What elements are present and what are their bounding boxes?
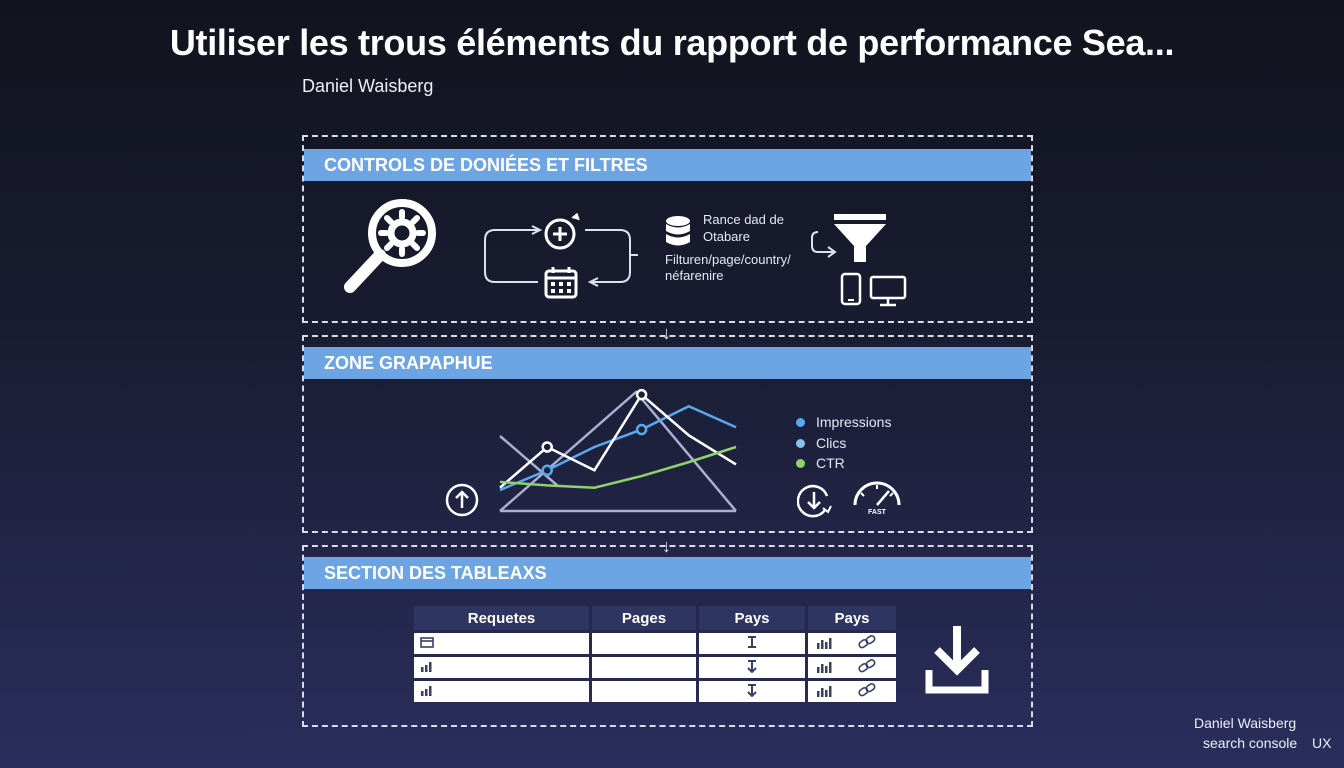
data-point-clics bbox=[541, 441, 553, 453]
data-point-clics bbox=[635, 388, 648, 401]
row-actions bbox=[808, 657, 896, 678]
table-cell bbox=[592, 681, 696, 702]
row-actions bbox=[808, 633, 896, 654]
legend-label-ctr: CTR bbox=[816, 455, 845, 471]
legend-impressions: Impressions bbox=[796, 414, 891, 430]
tables-section: SECTION DES TABLEAXS bbox=[302, 545, 1033, 727]
footer-product: search console bbox=[1203, 735, 1298, 751]
tables-header: SECTION DES TABLEAXS bbox=[304, 557, 1031, 589]
column-header-pages[interactable]: Pages bbox=[592, 606, 696, 630]
table-header-row: Requetes Pages Pays Pays bbox=[414, 606, 896, 630]
calendar-icon bbox=[544, 267, 578, 299]
legend-label-impressions: Impressions bbox=[816, 414, 892, 430]
legend-dot-clics bbox=[796, 438, 805, 448]
controls-header: CONTROLS DE DONIÉES ET FILTRES bbox=[304, 149, 1031, 181]
chart-diagonal-line bbox=[499, 435, 559, 487]
sort-icon[interactable] bbox=[699, 657, 805, 678]
bar-chart-icon[interactable] bbox=[816, 638, 836, 652]
graph-header: ZONE GRAPAPHUE bbox=[304, 347, 1031, 379]
performance-line-chart bbox=[499, 388, 737, 513]
legend-dot-ctr bbox=[796, 458, 805, 468]
flow-arrow-1: ↓ bbox=[662, 323, 671, 343]
series-line-clics bbox=[499, 392, 737, 489]
arrow-up-circle-icon[interactable] bbox=[445, 483, 479, 517]
series-line-ctr bbox=[499, 445, 737, 489]
search-settings-icon bbox=[344, 199, 436, 293]
row-chart-icon bbox=[414, 657, 589, 678]
download-icon[interactable] bbox=[924, 622, 990, 696]
row-chart-icon bbox=[414, 681, 589, 702]
database-icon bbox=[666, 216, 690, 246]
footer-name: Daniel Waisberg bbox=[1194, 715, 1297, 731]
table-cell bbox=[592, 633, 696, 654]
chart-baseline-triangle bbox=[499, 390, 737, 512]
table-row[interactable] bbox=[414, 681, 896, 702]
filter-dimensions-label-1: Filturen/page/country/ bbox=[665, 252, 791, 267]
filter-dimensions-label-2: néfarenire bbox=[665, 268, 724, 283]
link-icon[interactable] bbox=[858, 683, 876, 700]
add-timer-icon bbox=[544, 212, 580, 250]
table-row[interactable] bbox=[414, 633, 896, 654]
gauge-label: FAST bbox=[868, 509, 887, 516]
bar-chart-icon[interactable] bbox=[816, 662, 836, 676]
bar-chart-icon[interactable] bbox=[816, 686, 836, 700]
database-label-2: Otabare bbox=[703, 229, 750, 244]
data-table: Requetes Pages Pays Pays bbox=[411, 603, 899, 705]
column-header-pays-2[interactable]: Pays bbox=[808, 606, 896, 630]
mobile-icon bbox=[840, 272, 862, 306]
column-header-pays[interactable]: Pays bbox=[699, 606, 805, 630]
legend-ctr: CTR bbox=[796, 455, 845, 471]
row-calendar-icon bbox=[414, 633, 589, 654]
data-point-impressions bbox=[541, 464, 553, 477]
data-point-impressions bbox=[635, 423, 648, 436]
legend-clics: Clics bbox=[796, 435, 846, 451]
legend-dot-impressions bbox=[796, 417, 805, 427]
row-actions bbox=[808, 681, 896, 702]
download-circle-icon[interactable] bbox=[797, 484, 833, 518]
database-label-1: Rance dad de bbox=[703, 212, 784, 227]
sort-icon[interactable] bbox=[699, 681, 805, 702]
table-cell bbox=[592, 657, 696, 678]
sort-icon[interactable] bbox=[699, 633, 805, 654]
arrow-to-filter-icon bbox=[811, 231, 837, 258]
link-icon[interactable] bbox=[858, 659, 876, 676]
legend-label-clics: Clics bbox=[816, 435, 847, 451]
column-header-requetes[interactable]: Requetes bbox=[414, 606, 589, 630]
funnel-icon bbox=[834, 214, 886, 262]
speed-gauge-icon: FAST bbox=[853, 481, 901, 516]
desktop-icon bbox=[869, 275, 907, 307]
author-name: Daniel Waisberg bbox=[302, 76, 434, 96]
series-line-impressions bbox=[499, 404, 737, 492]
graph-section: ZONE GRAPAPHUE bbox=[302, 335, 1033, 533]
link-icon[interactable] bbox=[858, 635, 876, 652]
controls-section: CONTROLS DE DONIÉES ET FILTRES bbox=[302, 135, 1033, 323]
flow-connector-icon bbox=[484, 225, 638, 287]
page-title: Utiliser les trous éléments du rapport d… bbox=[169, 22, 1175, 63]
footer-tag: UX bbox=[1312, 735, 1332, 751]
table-row[interactable] bbox=[414, 657, 896, 678]
